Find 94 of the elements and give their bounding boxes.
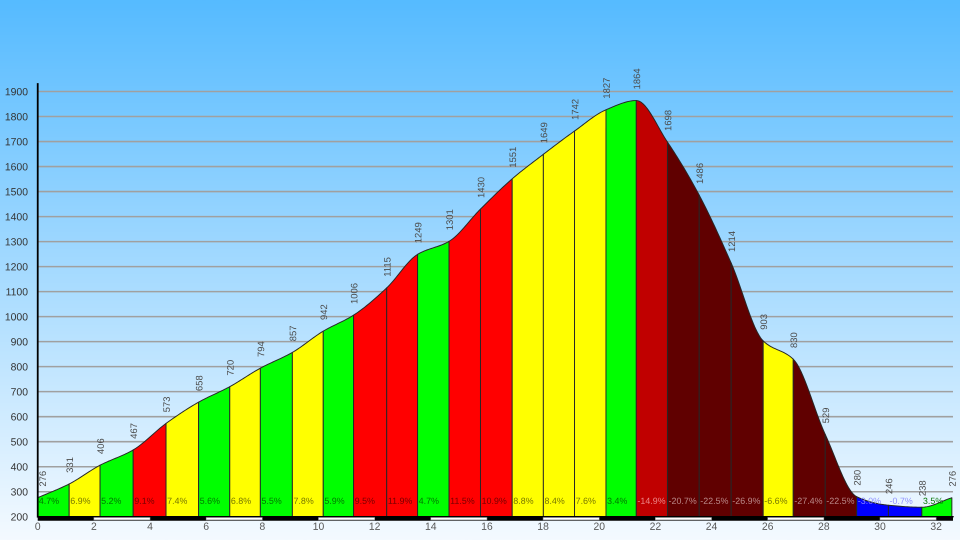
x-tick-label: 2 (92, 522, 96, 530)
y-tick-label: 1800 (6, 113, 28, 120)
data-label: 276 (39, 471, 46, 486)
x-tick-label: 30 (874, 522, 886, 530)
y-tick-label: 900 (11, 338, 28, 346)
y-tick-label: 600 (11, 413, 28, 421)
data-label: 794 (258, 342, 264, 357)
x-tick-label: 10 (313, 522, 324, 530)
annotation: 6.8% (231, 498, 251, 504)
annotation: 4.7% (418, 498, 439, 504)
data-label: 276 (949, 471, 956, 486)
annotation: 3.4% (607, 498, 628, 504)
y-tick-label: 300 (11, 488, 28, 496)
data-label: 830 (790, 332, 798, 348)
data-label: 573 (163, 396, 170, 412)
x-tick-label: 0 (35, 522, 40, 530)
data-label: 1249 (414, 222, 422, 243)
annotation: 7.4% (168, 498, 188, 504)
annotation: 8.8% (514, 498, 534, 504)
data-label: 406 (97, 438, 104, 454)
y-tick-label: 500 (11, 438, 28, 446)
y-tick-label: 1100 (6, 288, 28, 296)
x-tick-label: 14 (426, 522, 436, 530)
data-label: 720 (227, 360, 234, 376)
annotation: 4.7% (39, 498, 59, 504)
x-tick-label: 6 (204, 522, 209, 530)
y-tick-label: 1000 (6, 313, 28, 321)
annotation: -3.0% (858, 498, 881, 504)
annotation: -27.4% (794, 498, 822, 504)
y-tick-label: 1500 (6, 188, 28, 196)
annotation: -26.9% (732, 498, 760, 504)
annotation: -22.5% (826, 498, 854, 504)
annotation: 5.6% (200, 498, 220, 504)
data-label: 942 (320, 304, 328, 320)
annotation: 9.1% (134, 498, 154, 504)
data-label: 1214 (728, 231, 736, 252)
y-tick-label: 200 (11, 513, 28, 521)
annotation: 6.9% (70, 498, 90, 504)
y-tick-label: 800 (11, 363, 28, 371)
y-tick-label: 1400 (6, 213, 28, 220)
data-label: 1006 (350, 283, 358, 304)
annotation: -0.7% (890, 498, 912, 504)
annotation: -20.7% (668, 498, 696, 504)
data-label: 1864 (634, 68, 640, 89)
x-tick-label: 18 (538, 522, 548, 530)
x-tick-label: 26 (762, 522, 774, 530)
data-label: 238 (919, 480, 926, 496)
data-label: 658 (196, 376, 203, 391)
data-label: 857 (290, 326, 296, 341)
annotation: 11.5% (450, 498, 474, 504)
y-tick-label: 1300 (6, 238, 28, 246)
y-tick-label: 1900 (6, 88, 28, 96)
y-tick-label: 1200 (6, 263, 28, 270)
data-label: 529 (822, 408, 830, 423)
data-label: 1742 (572, 99, 578, 120)
annotation: -14.9% (638, 498, 666, 504)
data-label: 280 (854, 470, 861, 486)
x-tick-label: 16 (482, 522, 492, 530)
x-tick-label: 32 (930, 522, 942, 530)
y-tick-label: 700 (11, 388, 28, 396)
data-label: 1430 (478, 177, 484, 198)
data-label: 1486 (696, 163, 704, 184)
annotation: 3.5% (923, 498, 943, 504)
x-tick-label: 24 (706, 522, 718, 530)
x-tick-label: 4 (147, 522, 153, 530)
annotation: 10.9% (482, 498, 506, 504)
annotation: 7.8% (294, 498, 314, 504)
data-label: 1301 (446, 210, 453, 230)
data-label: 1827 (603, 78, 610, 98)
y-tick-label: 1600 (6, 163, 28, 170)
x-tick-label: 28 (818, 522, 830, 530)
annotation: -6.6% (764, 498, 788, 504)
data-label: 1551 (510, 147, 516, 167)
annotation: 5.2% (102, 498, 122, 504)
y-tick-label: 1700 (6, 138, 28, 146)
x-tick-label: 22 (650, 522, 661, 530)
annotation: 9.5% (355, 498, 375, 504)
annotation: 5.9% (324, 498, 344, 504)
x-tick-label: 8 (260, 522, 265, 530)
x-tick-label: 20 (594, 522, 605, 530)
data-label: 467 (130, 424, 138, 439)
data-label: 246 (886, 478, 892, 494)
data-label: 903 (760, 314, 768, 330)
data-label: 331 (66, 458, 74, 472)
data-label: 1698 (664, 110, 672, 130)
annotation: -22.5% (700, 498, 728, 504)
x-tick-label: 12 (370, 522, 380, 530)
annotation: 8.4% (544, 498, 564, 504)
annotation: 11.9% (388, 498, 412, 504)
annotation: 5.5% (262, 498, 282, 504)
data-label: 1115 (384, 258, 391, 276)
y-tick-label: 400 (10, 463, 28, 471)
data-label: 1649 (540, 122, 548, 142)
annotation: 7.6% (576, 498, 596, 504)
